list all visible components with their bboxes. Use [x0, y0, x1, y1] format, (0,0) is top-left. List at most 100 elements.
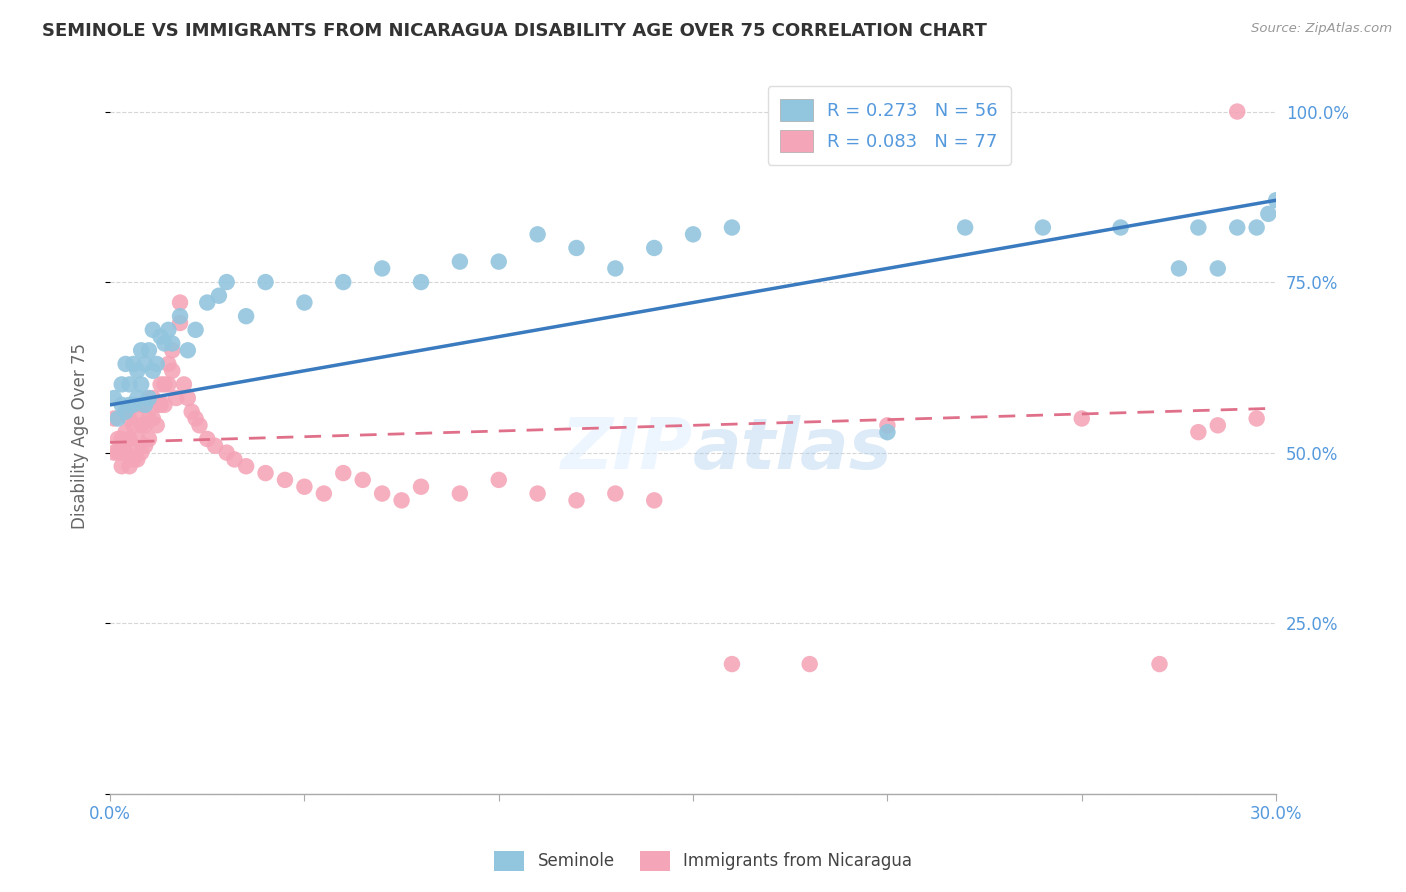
Point: [138, 391, 160, 405]
Point: [643, 241, 665, 255]
Point: [1206, 261, 1229, 276]
Point: [162, 364, 184, 378]
Point: [142, 391, 165, 405]
Point: [184, 323, 207, 337]
Point: [127, 452, 149, 467]
Point: [1246, 411, 1268, 425]
Point: [391, 493, 413, 508]
Point: [118, 398, 141, 412]
Point: [142, 323, 165, 337]
Point: [204, 439, 226, 453]
Point: [107, 411, 129, 425]
Point: [274, 473, 297, 487]
Point: [224, 452, 246, 467]
Point: [138, 411, 160, 425]
Point: [145, 357, 167, 371]
Point: [114, 405, 136, 419]
Point: [111, 459, 134, 474]
Point: [1257, 207, 1279, 221]
Point: [122, 439, 145, 453]
Point: [149, 377, 172, 392]
Point: [149, 329, 172, 343]
Point: [162, 343, 184, 358]
Point: [134, 439, 156, 453]
Point: [118, 411, 141, 425]
Point: [1032, 220, 1054, 235]
Point: [145, 418, 167, 433]
Point: [122, 452, 145, 467]
Point: [162, 336, 184, 351]
Point: [127, 432, 149, 446]
Point: [876, 418, 898, 433]
Point: [129, 398, 152, 412]
Point: [118, 432, 141, 446]
Point: [169, 295, 191, 310]
Point: [169, 309, 191, 323]
Point: [235, 459, 257, 474]
Point: [127, 364, 149, 378]
Text: SEMINOLE VS IMMIGRANTS FROM NICARAGUA DISABILITY AGE OVER 75 CORRELATION CHART: SEMINOLE VS IMMIGRANTS FROM NICARAGUA DI…: [42, 22, 987, 40]
Point: [1187, 220, 1209, 235]
Point: [134, 357, 156, 371]
Point: [118, 459, 141, 474]
Point: [605, 261, 627, 276]
Point: [153, 336, 176, 351]
Text: Source: ZipAtlas.com: Source: ZipAtlas.com: [1251, 22, 1392, 36]
Point: [111, 377, 134, 392]
Point: [1167, 261, 1189, 276]
Point: [103, 391, 125, 405]
Point: [409, 275, 432, 289]
Point: [157, 323, 180, 337]
Point: [169, 316, 191, 330]
Point: [134, 398, 156, 412]
Point: [153, 398, 176, 412]
Point: [526, 227, 548, 242]
Y-axis label: Disability Age Over 75: Disability Age Over 75: [72, 343, 89, 529]
Point: [142, 364, 165, 378]
Point: [103, 411, 125, 425]
Point: [1246, 220, 1268, 235]
Point: [153, 377, 176, 392]
Point: [122, 398, 145, 412]
Point: [184, 411, 207, 425]
Point: [1187, 425, 1209, 439]
Point: [294, 295, 316, 310]
Point: [565, 241, 588, 255]
Point: [721, 657, 744, 671]
Point: [129, 377, 152, 392]
Point: [129, 343, 152, 358]
Point: [114, 425, 136, 439]
Point: [195, 295, 218, 310]
Point: [107, 445, 129, 459]
Point: [488, 254, 510, 268]
Point: [138, 432, 160, 446]
Point: [332, 466, 354, 480]
Point: [173, 377, 195, 392]
Point: [371, 261, 394, 276]
Point: [103, 445, 125, 459]
Point: [1226, 104, 1249, 119]
Point: [111, 398, 134, 412]
Point: [1226, 220, 1249, 235]
Point: [145, 398, 167, 412]
Point: [312, 486, 335, 500]
Point: [294, 480, 316, 494]
Point: [1109, 220, 1132, 235]
Point: [188, 418, 211, 433]
Point: [953, 220, 976, 235]
Point: [208, 289, 231, 303]
Point: [682, 227, 704, 242]
Point: [111, 432, 134, 446]
Point: [215, 275, 238, 289]
Point: [526, 486, 548, 500]
Point: [111, 445, 134, 459]
Point: [215, 445, 238, 459]
Point: [180, 405, 202, 419]
Point: [254, 275, 277, 289]
Point: [876, 425, 898, 439]
Point: [122, 357, 145, 371]
Point: [129, 445, 152, 459]
Point: [114, 357, 136, 371]
Point: [565, 493, 588, 508]
Point: [605, 486, 627, 500]
